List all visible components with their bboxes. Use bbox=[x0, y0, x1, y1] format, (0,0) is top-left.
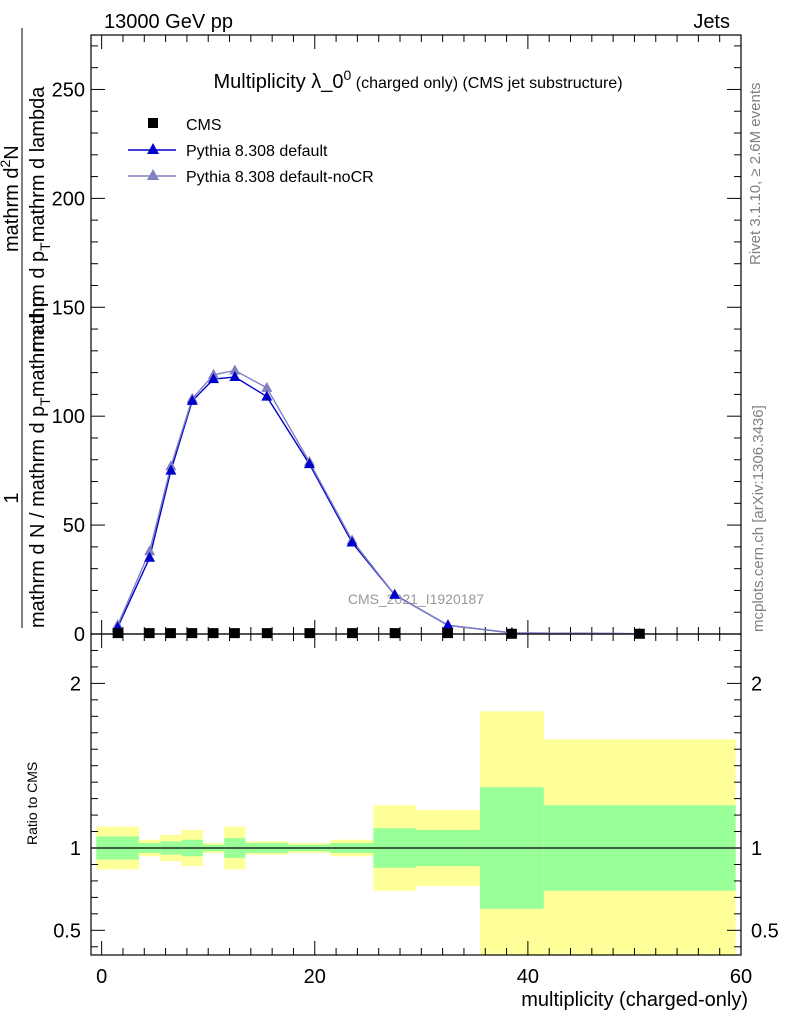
legend-item-pythia-nocr: Pythia 8.308 default-noCR bbox=[128, 169, 374, 186]
ylabel-right-numer-1: mathrm d bbox=[1, 168, 23, 252]
data-point-cms bbox=[347, 628, 358, 639]
data-point-pythia-default bbox=[229, 370, 241, 381]
ratio-y-tick-label-right: 1 bbox=[751, 838, 762, 860]
main-y-tick-label: 200 bbox=[52, 188, 85, 210]
main-y-tick-label: 250 bbox=[52, 79, 85, 101]
data-point-cms bbox=[304, 628, 315, 639]
data-point-pythia-default bbox=[303, 458, 315, 469]
data-point-pythia-nocr bbox=[144, 545, 156, 556]
data-point-pythia-default bbox=[186, 394, 198, 405]
data-point-cms bbox=[208, 628, 219, 639]
ylabel-denominator-1: mathrm d N / mathrm d p bbox=[27, 406, 49, 628]
ratio-xlabel: multiplicity (charged-only) bbox=[521, 989, 748, 1011]
legend-marker-pythia-nocr bbox=[147, 169, 159, 180]
mcplots-label: mcplots.cern.ch [arXiv:1306.3436] bbox=[750, 405, 767, 632]
data-point-pythia-nocr bbox=[261, 381, 273, 392]
ratio-y-tick-label: 2 bbox=[70, 673, 81, 695]
ratio-x-tick-label: 60 bbox=[730, 966, 752, 988]
data-point-pythia-default bbox=[208, 373, 220, 384]
ylabel-right-numer-sup: 2 bbox=[0, 160, 13, 168]
ratio-ylabel: Ratio to CMS bbox=[24, 762, 40, 845]
ylabel-denominator-2: mathrm d p bbox=[27, 296, 49, 397]
ylabel-right-numer-end: N bbox=[1, 145, 23, 159]
data-point-pythia-default bbox=[144, 551, 156, 562]
plot-title: Multiplicity λ_00 (charged only) (CMS je… bbox=[213, 67, 622, 93]
legend-marker-pythia-default bbox=[147, 143, 159, 154]
ratio-y-tick-label: 0.5 bbox=[53, 920, 81, 942]
legend-item-pythia-default: Pythia 8.308 default bbox=[128, 143, 328, 160]
ratio-x-tick-label: 0 bbox=[96, 966, 107, 988]
legend-item-cms: CMS bbox=[148, 117, 222, 134]
legend-label-pythia-nocr: Pythia 8.308 default-noCR bbox=[186, 169, 374, 186]
ylabel-right-denom-end: mathrm d lambda bbox=[27, 86, 49, 242]
ratio-x-tick-label: 20 bbox=[304, 966, 326, 988]
data-point-cms bbox=[187, 628, 198, 639]
data-point-pythia-nocr bbox=[229, 364, 241, 375]
data-point-cms bbox=[165, 628, 176, 639]
main-ylabel: 1 mathrm d N / mathrm d pTmathrm d p mat… bbox=[0, 28, 53, 628]
ratio-x-tick-label: 40 bbox=[517, 966, 539, 988]
ylabel-right-denom: mathrm d pTmathrm d lambda bbox=[27, 86, 53, 352]
data-point-pythia-default bbox=[442, 619, 454, 630]
ylabel-right-numer: mathrm d2N bbox=[0, 145, 23, 252]
legend: CMS Pythia 8.308 default Pythia 8.308 de… bbox=[128, 117, 374, 186]
rivet-label: Rivet 3.1.10, ≥ 2.6M events bbox=[747, 83, 764, 266]
ylabel-sub-t-1: T bbox=[37, 397, 53, 406]
data-point-cms bbox=[229, 628, 240, 639]
data-point-cms bbox=[112, 628, 123, 639]
ratio-y-tick-label-right: 2 bbox=[751, 673, 762, 695]
ratio-y-tick-label-right: 0.5 bbox=[751, 920, 779, 942]
data-point-cms bbox=[144, 628, 155, 639]
data-point-pythia-default bbox=[261, 390, 273, 401]
data-point-pythia-default bbox=[165, 464, 177, 475]
data-point-pythia-default bbox=[346, 536, 358, 547]
main-y-tick-label: 50 bbox=[63, 515, 85, 537]
ylabel-right-denom-1: mathrm d p bbox=[27, 251, 49, 352]
main-y-tick-label: 0 bbox=[74, 624, 85, 646]
main-y-tick-label: 100 bbox=[52, 406, 85, 428]
data-point-cms bbox=[442, 628, 453, 639]
data-point-cms bbox=[261, 628, 272, 639]
data-point-cms bbox=[389, 628, 400, 639]
analysis-watermark: CMS_2021_I1920187 bbox=[348, 591, 484, 607]
legend-marker-cms bbox=[148, 118, 158, 128]
ratio-y-tick-label: 1 bbox=[70, 838, 81, 860]
ratio-frame bbox=[90, 633, 742, 956]
header-left: 13000 GeV pp bbox=[104, 11, 233, 33]
ylabel-sub-t-2: T bbox=[37, 242, 53, 251]
ylabel-denominator: mathrm d N / mathrm d pTmathrm d p bbox=[27, 296, 53, 628]
plot-title-sup: 0 bbox=[344, 67, 352, 83]
main-y-tick-label: 150 bbox=[52, 297, 85, 319]
plot-title-main: Multiplicity λ_0 bbox=[213, 71, 343, 93]
ratio-plot: 0 20 40 60 0.5 0.5 1 1 2 2 bbox=[53, 633, 779, 988]
data-point-pythia-default bbox=[389, 588, 401, 599]
legend-label-cms: CMS bbox=[186, 117, 222, 134]
plot-title-suffix: (charged only) (CMS jet substructure) bbox=[351, 75, 622, 92]
ylabel-one: 1 bbox=[1, 492, 23, 503]
legend-label-pythia-default: Pythia 8.308 default bbox=[186, 143, 328, 160]
header-right: Jets bbox=[693, 11, 730, 33]
